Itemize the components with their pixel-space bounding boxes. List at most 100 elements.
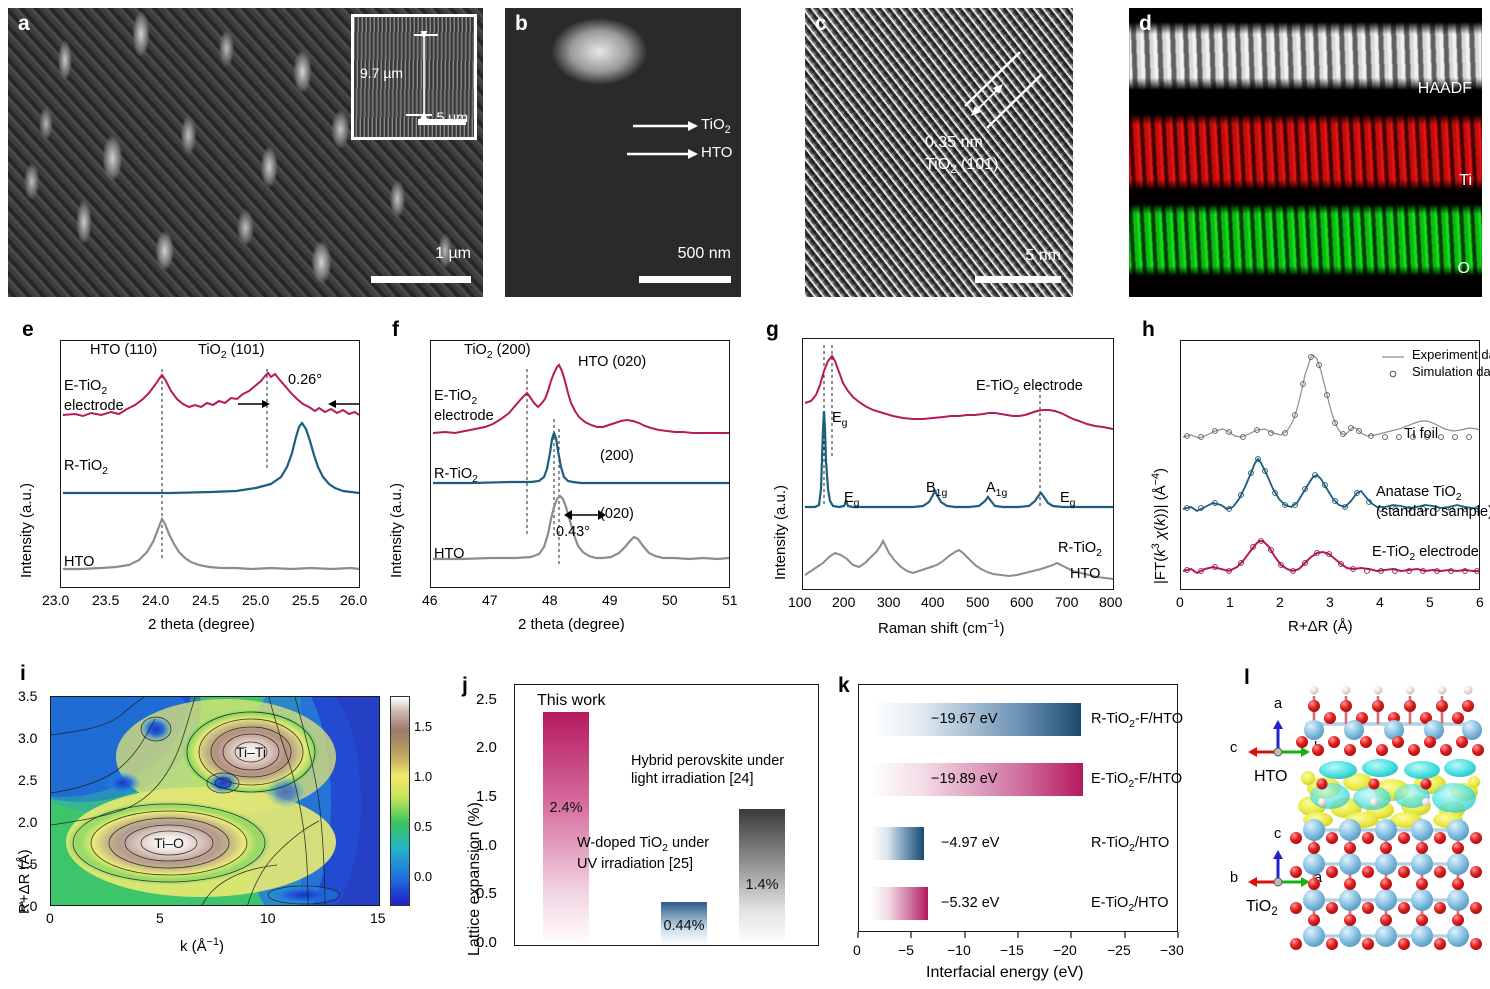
panel-i-colorbar xyxy=(390,696,410,906)
anatase-sub: (standard sample) xyxy=(1376,503,1490,520)
panel-k-xtick-30: −30 xyxy=(1160,942,1184,958)
panel-j-bar-value-this-work: 2.4% xyxy=(549,800,583,816)
panel-l-structure-name-hto: HTO xyxy=(1254,768,1288,785)
panel-k-value-e-tio2-hto: −5.32 eV xyxy=(941,895,1000,911)
panel-k-value-r-tio2-f-hto: −19.67 eV xyxy=(931,711,998,727)
anatase-base: Anatase TiO xyxy=(1376,484,1456,500)
superscript-neg1: −1 xyxy=(987,618,1000,630)
panel-h-curve-label-anatase: Anatase TiO2 (standard sample) xyxy=(1376,484,1490,521)
panel-e-shift-arrows xyxy=(238,400,360,408)
label-end: /HTO xyxy=(1134,895,1169,911)
panel-g-curve-label-e-tio2: E-TiO2 electrode xyxy=(976,378,1083,398)
o-atoms-top xyxy=(1308,700,1474,724)
panel-h-curves xyxy=(1182,354,1480,575)
panel-l-label: l xyxy=(1244,666,1250,689)
panel-f-curve-label-r-tio2: R-TiO2 xyxy=(434,466,478,486)
panel-k-bar-r-tio2-f-hto xyxy=(871,703,1081,736)
panel-c-scalebar-label: 5 nm xyxy=(1025,247,1061,264)
panel-k-value-r-tio2-hto: −4.97 eV xyxy=(941,835,1000,851)
panel-j-bar-this-work: 2.4% xyxy=(543,712,589,945)
panel-j-ytick-2.5: 2.5 xyxy=(476,691,497,708)
panel-g-mode-eg-magenta: Eg xyxy=(832,410,848,429)
xlabel-close: ) xyxy=(999,620,1005,637)
panel-e-xtick-0: 23.0 xyxy=(42,592,70,608)
panel-k-label: k xyxy=(838,674,850,697)
panel-f-label-200: (200) xyxy=(600,448,634,464)
annot-line1-end: under xyxy=(667,835,710,851)
label-text: TiO xyxy=(701,116,725,133)
panel-e-xtick-4: 25.0 xyxy=(242,592,270,608)
panel-b-scalebar xyxy=(639,276,731,283)
eds-map-haadf xyxy=(1129,22,1482,90)
xlabel-base: k (Å xyxy=(180,938,207,955)
superscript-3: 3 xyxy=(1150,543,1162,550)
label-base: R-TiO xyxy=(1091,835,1130,851)
panel-g-mode-eg-1: Eg xyxy=(844,490,860,509)
panel-i-colorbar-tick-1.0: 1.0 xyxy=(414,769,433,784)
subscript-2: 2 xyxy=(1129,718,1135,730)
panel-g-mode-a1g: A1g xyxy=(986,480,1008,499)
panel-f-curve-label-e-tio2: E-TiO2 electrode xyxy=(434,388,494,425)
curve-e-tio2 xyxy=(432,363,729,435)
panel-d-label: d xyxy=(1139,12,1152,35)
panel-g-curve-label-r-tio2: R-TiO2 xyxy=(1058,540,1102,560)
panel-a-label: a xyxy=(18,12,30,35)
panel-k-xaxis-ticks xyxy=(857,932,1179,938)
panel-i-xtick-5: 5 xyxy=(156,910,164,926)
panel-e-label: e xyxy=(22,318,34,341)
label-base: E-TiO xyxy=(64,378,102,394)
curve-e-tio2 xyxy=(804,354,1114,430)
subscript-g: g xyxy=(853,497,860,509)
subscript-2: 2 xyxy=(1409,551,1416,563)
panel-j-ylabel: Lattice expansion (%) xyxy=(466,802,483,956)
panel-g-mode-eg-2: Eg xyxy=(1060,490,1076,509)
o-atoms-hto-2 xyxy=(1296,736,1484,756)
panel-l-axis-label-b-2: b xyxy=(1230,870,1239,886)
label-base: E-TiO xyxy=(434,388,472,404)
superscript-neg4: −4 xyxy=(1150,473,1162,486)
label-base: E-TiO xyxy=(1372,544,1410,560)
subscript-2: 2 xyxy=(662,842,668,854)
panel-b-scalebar-label: 500 nm xyxy=(677,245,731,262)
label-base: R-TiO xyxy=(434,466,473,482)
panel-b-annotation-tio2: TiO2 xyxy=(701,116,731,136)
panel-j-bar-perovskite: 1.4% xyxy=(739,809,785,945)
curve-r-tio2 xyxy=(433,429,729,485)
panel-k-label-r-tio2-hto: R-TiO2/HTO xyxy=(1091,835,1169,854)
panel-e-xtick-2: 24.0 xyxy=(142,592,170,608)
panel-k-xtick-15: −15 xyxy=(1000,942,1024,958)
panel-j-ytick-0.0: 0.0 xyxy=(476,934,497,951)
panel-f-label-020: (020) xyxy=(600,506,634,522)
panel-d-label-ti: Ti xyxy=(1459,172,1472,189)
subscript-2: 2 xyxy=(472,473,478,485)
panel-h-xtick-6: 6 xyxy=(1476,594,1484,610)
subscript-2: 2 xyxy=(101,385,108,397)
panel-f-curves xyxy=(432,363,730,565)
panel-j-ytick-1.5: 1.5 xyxy=(476,788,497,805)
curve-anatase xyxy=(1182,457,1480,513)
panel-l-structure-name-tio2: TiO2 xyxy=(1246,898,1278,919)
subscript-2: 2 xyxy=(1096,547,1102,559)
peak-base: TiO xyxy=(464,342,487,358)
panel-h-xtick-1: 1 xyxy=(1226,594,1234,610)
panel-j-lattice-expansion-chart: j Lattice expansion (%) 2.4% 0.44% 1.4% … xyxy=(440,660,840,989)
curve-hto xyxy=(804,538,1114,580)
label-end: -F/HTO xyxy=(1134,771,1183,787)
panel-h-legend-simulation: Simulation data xyxy=(1412,364,1490,379)
panel-l-axis-label-a-1: a xyxy=(1274,696,1283,712)
panel-f-xtick-0: 46 xyxy=(422,592,438,608)
panel-h-xtick-3: 3 xyxy=(1326,594,1334,610)
panel-i-ytick-3.0: 3.0 xyxy=(18,730,38,746)
panel-f-xtick-4: 50 xyxy=(662,592,678,608)
panel-g-curves xyxy=(804,345,1114,580)
panel-d-label-haadf: HAADF xyxy=(1417,80,1472,97)
panel-f-peak-hto020: HTO (020) xyxy=(578,354,647,370)
label-base: R-TiO xyxy=(1058,540,1097,556)
panel-h-xtick-5: 5 xyxy=(1426,594,1434,610)
panel-i-ytick-1.0: 1.0 xyxy=(18,898,38,914)
panel-i-contour-map: Ti–Ti Ti–O xyxy=(51,697,379,905)
charge-density-isosurface xyxy=(1298,759,1480,828)
label-base: E-TiO xyxy=(1091,771,1129,787)
panel-i-plot-frame: Ti–Ti Ti–O xyxy=(50,696,380,906)
panel-i-wavelet-chart: i R+ΔR (Å) xyxy=(8,660,438,989)
